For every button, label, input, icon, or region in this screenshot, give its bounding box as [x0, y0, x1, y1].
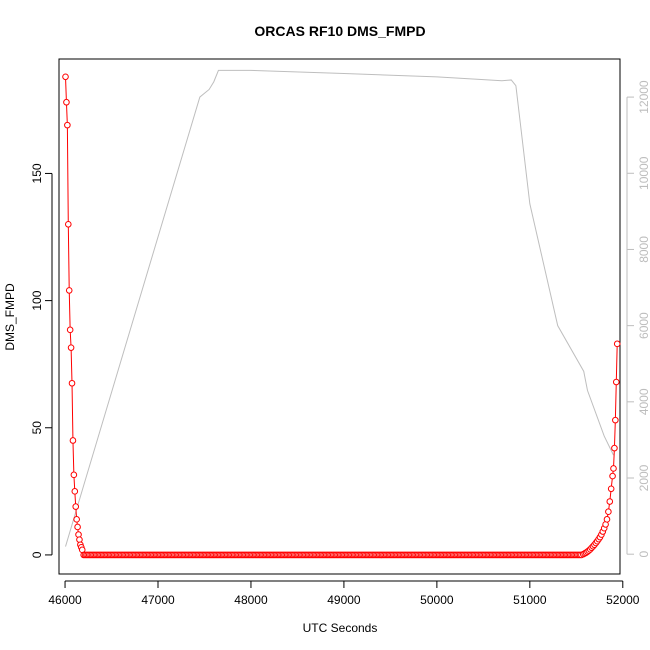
- y2-tick-label: 0: [637, 551, 650, 558]
- x-tick-label: 49000: [327, 593, 361, 607]
- x-tick-label: 46000: [48, 593, 82, 607]
- y2-tick-label: 2000: [637, 464, 650, 491]
- dms-fmpd-line: [65, 76, 618, 556]
- plot-frame: [58, 58, 621, 575]
- dms-fmpd-point: [66, 326, 74, 334]
- y2-tick-label: 4000: [637, 388, 650, 415]
- dms-fmpd-point: [605, 508, 612, 515]
- x-tick-label: 51000: [513, 593, 547, 607]
- dms-fmpd-point: [607, 485, 615, 493]
- dms-fmpd-point: [612, 378, 620, 386]
- dms-fmpd-point: [69, 437, 77, 444]
- dms-fmpd-point: [64, 221, 72, 228]
- altitude-line: [65, 69, 614, 547]
- y-tick-label: 50: [30, 421, 44, 435]
- dms-fmpd-point: [64, 121, 71, 129]
- axes-layer: 46000 47000 48000 49000 50000 51000 52000 0 50 10…: [30, 80, 650, 607]
- x-tick-label: 48000: [234, 593, 268, 607]
- dms-fmpd-point: [73, 516, 80, 523]
- dms-fmpd-point: [68, 379, 76, 387]
- dms-fmpd-point: [610, 465, 617, 472]
- dms-fmpd-point: [609, 472, 616, 480]
- series-layer: [62, 69, 621, 559]
- dms-fmpd-point: [65, 287, 73, 294]
- dms-fmpd-point: [606, 498, 614, 505]
- dms-fmpd-point: [70, 471, 78, 479]
- y2-tick-label: 12000: [637, 80, 650, 114]
- dms-fmpd-point: [74, 523, 81, 531]
- x-axis-label: UTC Seconds: [303, 621, 378, 635]
- y-tick-label: 150: [30, 163, 44, 183]
- x-tick-label: 47000: [141, 593, 175, 607]
- y2-tick-label: 6000: [637, 312, 650, 339]
- dms-fmpd-point: [612, 416, 619, 424]
- dms-fmpd-point: [72, 503, 80, 510]
- y-axis-label: DMS_FMPD: [3, 283, 17, 351]
- dms-fmpd-point: [611, 444, 618, 452]
- dms-fmpd-point: [63, 98, 70, 106]
- chart-title: ORCAS RF10 DMS_FMPD: [254, 23, 425, 39]
- y2-tick-label: 8000: [637, 236, 650, 263]
- x-tick-label: 50000: [420, 593, 454, 607]
- dms-fmpd-point: [67, 344, 75, 351]
- y2-tick-label: 10000: [637, 156, 650, 190]
- y-tick-label: 0: [30, 551, 44, 558]
- dms-fmpd-point: [62, 73, 69, 81]
- x-tick-label: 52000: [606, 593, 640, 607]
- dms-fmpd-point: [603, 516, 611, 523]
- dms-fmpd-point: [71, 488, 79, 495]
- y-tick-label: 100: [30, 290, 44, 310]
- dms-fmpd-point: [613, 340, 621, 348]
